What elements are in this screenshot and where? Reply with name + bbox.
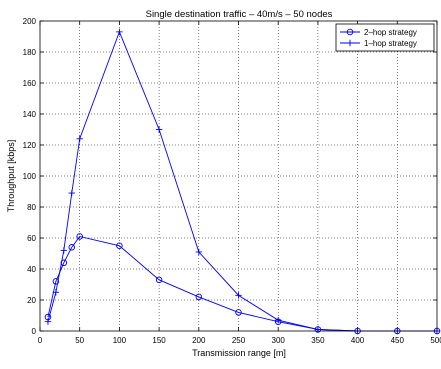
chart-title: Single destination traffic – 40m/s – 50 … [146,9,333,20]
x-tick-label: 250 [232,336,246,345]
plus-marker [60,247,68,254]
plus-marker [346,39,354,47]
y-tick-label: 20 [27,296,36,305]
x-tick-label: 200 [192,336,206,345]
legend-box [335,23,435,52]
plus-marker [116,28,123,36]
circle-marker [155,276,163,284]
y-tick-label: 200 [23,17,37,26]
y-tick-label: 0 [32,327,37,336]
grid [40,21,437,331]
circle-marker [52,278,60,285]
y-tick-label: 40 [27,265,36,274]
plus-marker [44,318,52,325]
x-tick-label: 150 [152,336,166,345]
plus-marker [68,189,75,197]
plus-marker [275,316,282,324]
x-tick-label: 100 [113,336,127,345]
x-tick-label: 300 [272,336,286,345]
x-tick-label: 350 [311,336,325,345]
x-tick-label: 450 [391,336,405,345]
plus-marker [235,292,242,299]
x-tick-label: 0 [38,336,43,345]
axis-ticks: 0 50 100 150 200 250 300 350 400 450 500 0 20 40 60 80 1… [23,17,441,345]
plot-frame [39,20,438,332]
circle-marker [235,309,242,316]
x-tick-label: 500 [430,336,441,345]
x-axis-label: Transmission range [m] [192,348,286,358]
y-tick-label: 160 [23,79,37,88]
legend: 2–hop strategy 1–hop strategy [335,23,435,52]
y-tick-label: 120 [23,141,37,150]
y-tick-label: 60 [27,234,36,243]
x-tick-label: 400 [351,336,365,345]
x-tick-label: 50 [75,336,84,345]
circle-marker [116,242,123,249]
circle-marker [76,233,83,240]
y-tick-label: 180 [23,48,37,57]
legend-entry: 1–hop strategy [340,39,417,48]
legend-entries: 2–hop strategy 1–hop strategy [340,28,417,48]
plus-marker [155,126,163,133]
plus-marker [52,289,60,296]
circle-marker [68,244,76,251]
plus-marker [76,135,83,142]
plus-marker [195,248,202,256]
legend-entry: 2–hop strategy [340,28,417,37]
y-tick-label: 100 [23,172,37,181]
y-tick-label: 80 [27,203,36,212]
plus-marker [314,326,322,333]
legend-label: 2–hop strategy [364,28,417,37]
y-tick-label: 140 [23,110,37,119]
circle-marker [346,28,354,36]
circle-marker [195,293,203,301]
y-axis-label: Throughput [kbps] [6,140,16,213]
legend-label: 1–hop strategy [364,39,417,48]
